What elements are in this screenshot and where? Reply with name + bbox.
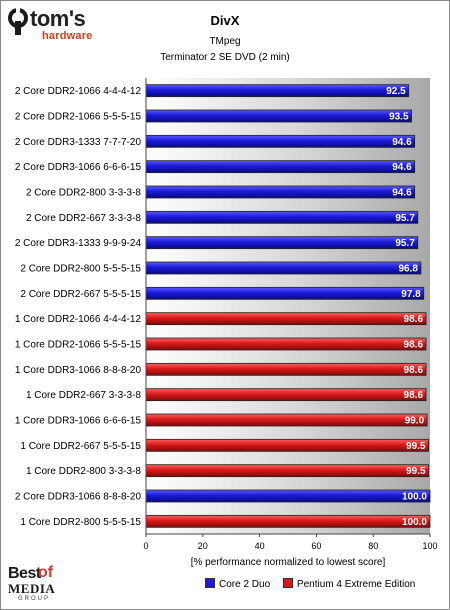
x-tick-label: 60	[311, 541, 321, 551]
bar	[145, 362, 427, 376]
bar	[145, 286, 425, 300]
badge-of: of	[38, 564, 54, 581]
bar-value-label: 98.6	[404, 340, 424, 351]
plot-background	[146, 78, 430, 534]
category-label: 1 Core DDR2-1066 5-5-5-15	[15, 340, 142, 351]
bar-value-label: 99.5	[406, 466, 426, 477]
category-label: 2 Core DDR3-1066 6-6-6-15	[15, 162, 142, 173]
bar-value-label: 92.5	[386, 86, 406, 97]
category-label: 1 Core DDR2-667 3-3-3-8	[26, 390, 141, 401]
bar	[145, 464, 429, 478]
bar	[145, 489, 431, 503]
bar-value-label: 96.8	[398, 264, 418, 275]
x-tick-label: 0	[143, 541, 148, 551]
bar	[145, 84, 410, 98]
legend-item-p4: Pentium 4 Extreme Edition	[282, 578, 416, 590]
badge-group: GROUP	[18, 596, 51, 602]
legend-label-p4: Pentium 4 Extreme Edition	[296, 579, 416, 590]
category-label: 2 Core DDR2-1066 5-5-5-15	[15, 112, 142, 123]
chart-title: DivX	[210, 13, 240, 28]
bar	[145, 210, 419, 224]
category-label: 2 Core DDR2-800 3-3-3-8	[26, 188, 141, 199]
bar	[145, 388, 427, 402]
bar-value-label: 94.6	[392, 162, 412, 173]
bar-value-label: 93.5	[389, 112, 409, 123]
category-label: 2 Core DDR3-1333 9-9-9-24	[15, 238, 142, 249]
category-label: 1 Core DDR2-800 3-3-3-8	[26, 466, 141, 477]
chart-subtitle: TMpeg	[209, 36, 241, 47]
category-label: 1 Core DDR2-800 5-5-5-15	[20, 517, 141, 528]
bar	[145, 438, 429, 452]
x-tick-label: 100	[422, 541, 437, 551]
x-tick-label: 40	[255, 541, 265, 551]
bar	[145, 261, 422, 275]
bar	[145, 337, 427, 351]
bar-value-label: 98.6	[404, 390, 424, 401]
x-axis-label: [% performance normalized to lowest scor…	[191, 557, 386, 568]
bar	[145, 514, 431, 528]
bar-value-label: 100.0	[402, 492, 427, 503]
category-label: 2 Core DDR2-667 5-5-5-15	[20, 289, 141, 300]
bar-value-label: 95.7	[395, 213, 415, 224]
legend-swatch-p4	[282, 578, 293, 588]
bar-value-label: 95.7	[395, 238, 415, 249]
logo-subwordmark: hardware	[42, 30, 93, 42]
legend-label-core2: Core 2 Duo	[219, 579, 271, 590]
bar	[145, 236, 419, 250]
bar-value-label: 98.6	[404, 314, 424, 325]
bar-value-label: 97.8	[401, 289, 421, 300]
bar-value-label: 99.0	[405, 416, 425, 427]
bar-value-label: 94.6	[392, 188, 412, 199]
bar-value-label: 99.5	[406, 441, 426, 452]
category-label: 1 Core DDR2-1066 4-4-4-12	[15, 314, 142, 325]
category-label: 2 Core DDR2-800 5-5-5-15	[20, 264, 141, 275]
badge-best: Best	[8, 565, 41, 582]
best-of-media-logo: Best of MEDIA GROUP	[8, 564, 68, 605]
legend-item-core2: Core 2 Duo	[205, 578, 270, 590]
bar-value-label: 100.0	[402, 517, 427, 528]
category-label: 1 Core DDR3-1066 6-6-6-15	[15, 416, 142, 427]
x-tick-label: 80	[368, 541, 378, 551]
category-label: 1 Core DDR2-667 5-5-5-15	[20, 441, 141, 452]
x-tick-label: 20	[198, 541, 208, 551]
category-label: 2 Core DDR2-667 3-3-3-8	[26, 213, 141, 224]
category-label: 2 Core DDR3-1066 8-8-8-20	[15, 492, 142, 503]
bar-value-label: 98.6	[404, 365, 424, 376]
legend-swatch-core2	[205, 578, 215, 588]
bar	[145, 185, 416, 199]
bar	[145, 312, 427, 326]
category-label: 2 Core DDR3-1333 7-7-7-20	[15, 137, 142, 148]
badge-media: MEDIA	[8, 581, 56, 596]
category-label: 2 Core DDR2-1066 4-4-4-12	[15, 86, 142, 97]
bar	[145, 109, 412, 123]
bar	[145, 413, 428, 427]
chart-subtitle-2: Terminator 2 SE DVD (2 min)	[160, 52, 290, 63]
toms-hardware-logo-icon	[8, 7, 28, 35]
chart-legend: Core 2 Duo Pentium 4 Extreme Edition	[205, 578, 425, 590]
bar-value-label: 94.6	[392, 137, 412, 148]
category-label: 1 Core DDR3-1066 8-8-8-20	[15, 365, 142, 376]
bar	[145, 160, 416, 174]
logo-wordmark: tom's	[30, 6, 86, 31]
bar	[145, 134, 416, 148]
